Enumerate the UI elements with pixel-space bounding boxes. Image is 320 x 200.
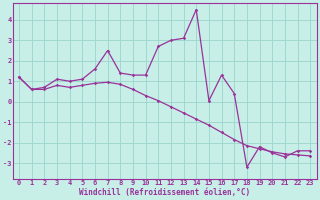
- X-axis label: Windchill (Refroidissement éolien,°C): Windchill (Refroidissement éolien,°C): [79, 188, 250, 197]
